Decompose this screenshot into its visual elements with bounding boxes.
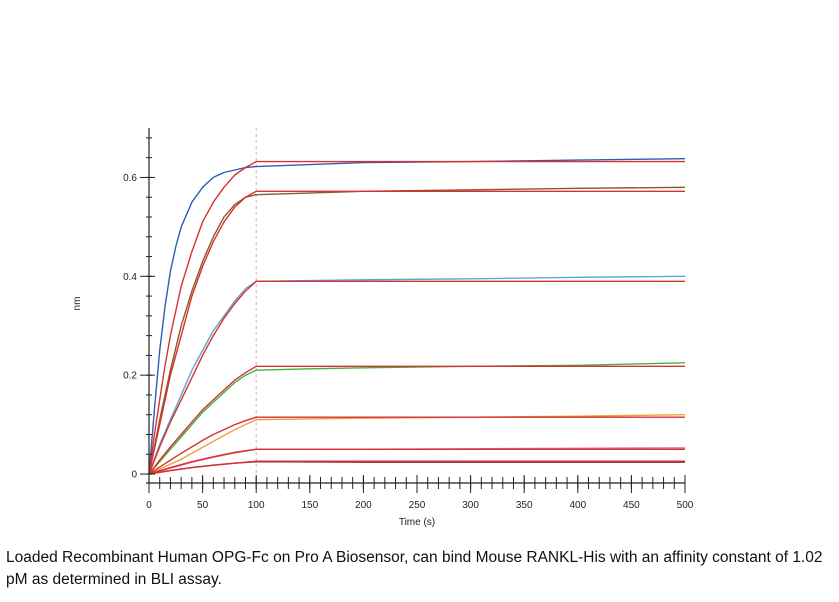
series-line-2	[148, 160, 685, 475]
x-tick-label: 250	[409, 500, 426, 511]
x-tick-label: 450	[623, 500, 640, 511]
x-tick-label: 200	[355, 500, 372, 511]
y-tick-label: 0.2	[123, 371, 137, 382]
series-line-6	[148, 280, 685, 475]
x-tick-label: 300	[462, 500, 479, 511]
series-line-7	[148, 362, 686, 475]
series-line-5	[148, 275, 686, 475]
x-tick-label: 0	[146, 500, 152, 511]
series-line-10	[148, 416, 685, 475]
y-tick-label: 0.4	[123, 272, 137, 283]
series-line-3	[148, 186, 686, 475]
y-axis-label: nm	[72, 297, 83, 311]
series-line-1	[148, 158, 686, 475]
bli-chart: 0 0.2 0.4 0.6 0 50 100 150 200 250 300 350 400 450 500…	[72, 128, 694, 528]
y-tick-label: 0.6	[123, 173, 137, 184]
y-tick-label: 0	[131, 470, 137, 481]
x-tick-label: 500	[677, 500, 694, 511]
series-line-9	[148, 414, 686, 475]
figure-caption: Loaded Recombinant Human OPG-Fc on Pro A…	[6, 549, 823, 588]
x-tick-label: 150	[301, 500, 318, 511]
x-tick-label: 50	[197, 500, 209, 511]
x-tick-label: 100	[248, 500, 265, 511]
x-tick-label: 350	[516, 500, 533, 511]
x-tick-label: 400	[569, 500, 586, 511]
series-line-12	[148, 448, 685, 475]
chart-axes: 0 0.2 0.4 0.6 0 50 100 150 200 250 300 350 400 450 500	[123, 128, 694, 511]
x-axis-label: Time (s)	[399, 517, 435, 528]
series-line-14	[148, 460, 685, 475]
series-layer	[148, 158, 686, 475]
series-line-8	[148, 365, 685, 475]
series-line-4	[148, 190, 685, 475]
